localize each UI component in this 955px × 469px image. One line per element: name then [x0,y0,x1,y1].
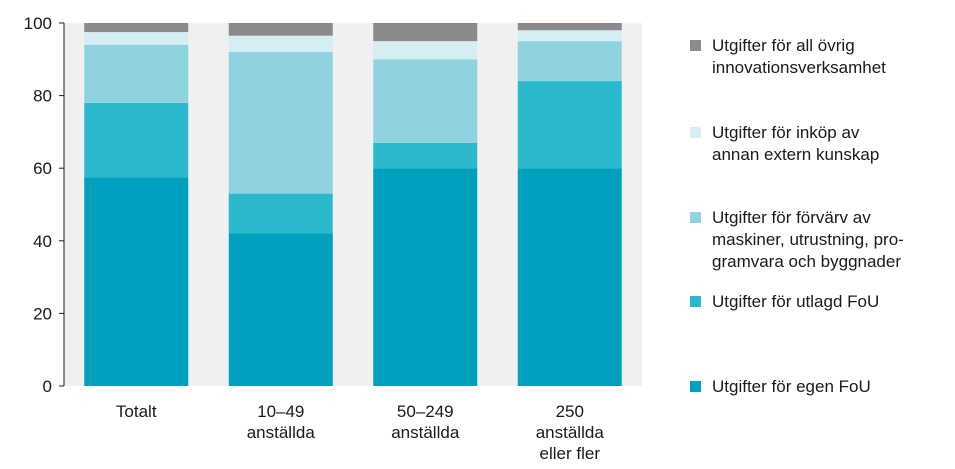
bar-segment-1-2 [84,102,189,178]
bar-segment-4-5 [517,23,622,31]
legend-item-3: Utgifter för förvärv av maskiner, utrustn… [690,207,952,273]
bar-segment-2-3 [228,52,333,194]
legend-swatch [690,212,701,223]
bar-segment-2-4 [228,35,333,53]
x-tick-label-4: 250 anställda eller fler [536,402,605,463]
legend-label: Utgifter för egen FoU [712,377,871,396]
y-tick-label-60: 60 [33,159,52,178]
bar-segment-4-2 [517,81,622,169]
legend-swatch [690,40,701,51]
x-tick-label-3: 50–249 anställda [391,402,460,442]
y-tick-label-20: 20 [33,304,52,323]
bar-segment-2-1 [228,233,333,386]
legend-label: Utgifter för all övrig innovationsverksam… [712,36,886,77]
bar-segment-2-5 [228,23,333,36]
legend-item-4: Utgifter för utlagd FoU [690,291,952,313]
legend-label: Utgifter för inköp av annan extern kunska… [712,123,880,164]
bar-segment-1-3 [84,44,189,103]
legend-item-5: Utgifter för egen FoU [690,376,952,398]
legend-swatch [690,127,701,138]
legend-label: Utgifter för förvärv av maskiner, utrustn… [712,208,904,271]
legend-swatch [690,296,701,307]
bar-segment-4-1 [517,168,622,386]
bar-segment-3-2 [373,142,478,169]
x-tick-label-1: Totalt [116,402,157,421]
y-tick-label-0: 0 [43,377,52,396]
legend-label: Utgifter för utlagd FoU [712,292,880,311]
x-tick-label-2: 10–49 anställda [247,402,316,442]
y-tick-label-100: 100 [24,14,52,33]
bar-segment-1-1 [84,177,189,386]
bar-segment-2-2 [228,193,333,234]
bar-segment-4-3 [517,41,622,82]
bar-segment-3-4 [373,41,478,60]
bar-segment-3-3 [373,59,478,143]
legend-item-1: Utgifter för all övrig innovationsverksam… [690,35,952,79]
legend-item-2: Utgifter för inköp av annan extern kunska… [690,122,952,166]
bar-segment-3-5 [373,23,478,42]
y-tick-label-40: 40 [33,232,52,251]
bar-segment-3-1 [373,168,478,386]
y-tick-label-80: 80 [33,87,52,106]
bar-segment-1-4 [84,32,189,45]
bar-segment-1-5 [84,23,189,33]
legend-swatch [690,381,701,392]
bar-segment-4-4 [517,30,622,42]
